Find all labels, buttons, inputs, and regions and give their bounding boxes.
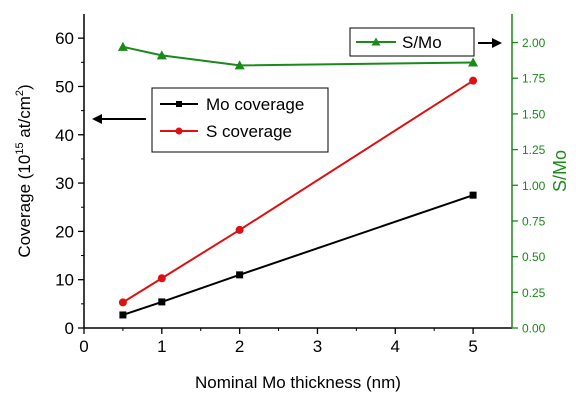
y-left-tick-label: 60 xyxy=(55,29,74,48)
y-right-tick-label: 1.75 xyxy=(522,72,546,86)
point-s-coverage xyxy=(235,225,244,234)
arrow-right-annotation xyxy=(478,38,502,48)
point-mo-coverage xyxy=(158,298,166,306)
point-s-coverage xyxy=(469,76,478,85)
x-tick-label: 3 xyxy=(313,337,322,356)
x-tick-label: 2 xyxy=(235,337,244,356)
y-left-tick-label: 20 xyxy=(55,222,74,241)
x-tick-label: 0 xyxy=(79,337,88,356)
y-left-tick-label: 50 xyxy=(55,77,74,96)
point-mo-coverage xyxy=(119,311,127,319)
y-left-tick-label: 10 xyxy=(55,271,74,290)
x-axis-label: Nominal Mo thickness (nm) xyxy=(195,373,401,392)
y-right-tick-label: 0.75 xyxy=(522,214,546,228)
y-right-tick-label: 2.00 xyxy=(522,36,546,50)
x-tick-label: 4 xyxy=(391,337,400,356)
point-s-coverage xyxy=(157,274,166,283)
point-s-coverage xyxy=(118,298,127,307)
legend-s-label: S coverage xyxy=(206,122,292,141)
y-left-tick-label: 40 xyxy=(55,126,74,145)
legend-smo-label: S/Mo xyxy=(402,33,442,52)
series-line-s-coverage xyxy=(122,79,474,304)
y-left-tick-label: 0 xyxy=(65,319,74,338)
y-right-tick-label: 1.25 xyxy=(522,143,546,157)
x-tick-label: 1 xyxy=(157,337,166,356)
x-tick-label: 5 xyxy=(468,337,477,356)
y-right-tick-label: 0.25 xyxy=(522,286,546,300)
legend-coverage-box xyxy=(151,87,329,153)
legend-coverage: Mo coverage S coverage xyxy=(151,87,329,153)
arrow-left-annotation xyxy=(92,114,146,124)
series-line-s-mo xyxy=(122,45,474,67)
point-mo-coverage xyxy=(236,271,244,279)
y-axis-label-right: S/Mo xyxy=(550,150,570,192)
y-right-tick-label: 1.00 xyxy=(522,179,546,193)
legend-mo-marker xyxy=(176,101,182,107)
legend-ratio: S/Mo xyxy=(349,27,475,57)
series-line-mo-coverage xyxy=(122,194,474,316)
legend-mo-label: Mo coverage xyxy=(206,95,304,114)
point-s-mo xyxy=(117,41,128,51)
legend-s-marker xyxy=(175,127,183,135)
legend-smo-marker xyxy=(371,37,381,46)
point-s-mo xyxy=(234,60,245,70)
y-right-tick-label: 1.50 xyxy=(522,107,546,121)
y-right-tick-label: 0.00 xyxy=(522,322,546,336)
point-mo-coverage xyxy=(469,191,477,199)
point-s-mo xyxy=(468,57,479,67)
point-s-mo xyxy=(156,50,167,60)
y-left-tick-label: 30 xyxy=(55,174,74,193)
y-axis-label-left: Coverage (1015 at/cm2) xyxy=(14,84,34,257)
y-right-tick-label: 0.50 xyxy=(522,250,546,264)
